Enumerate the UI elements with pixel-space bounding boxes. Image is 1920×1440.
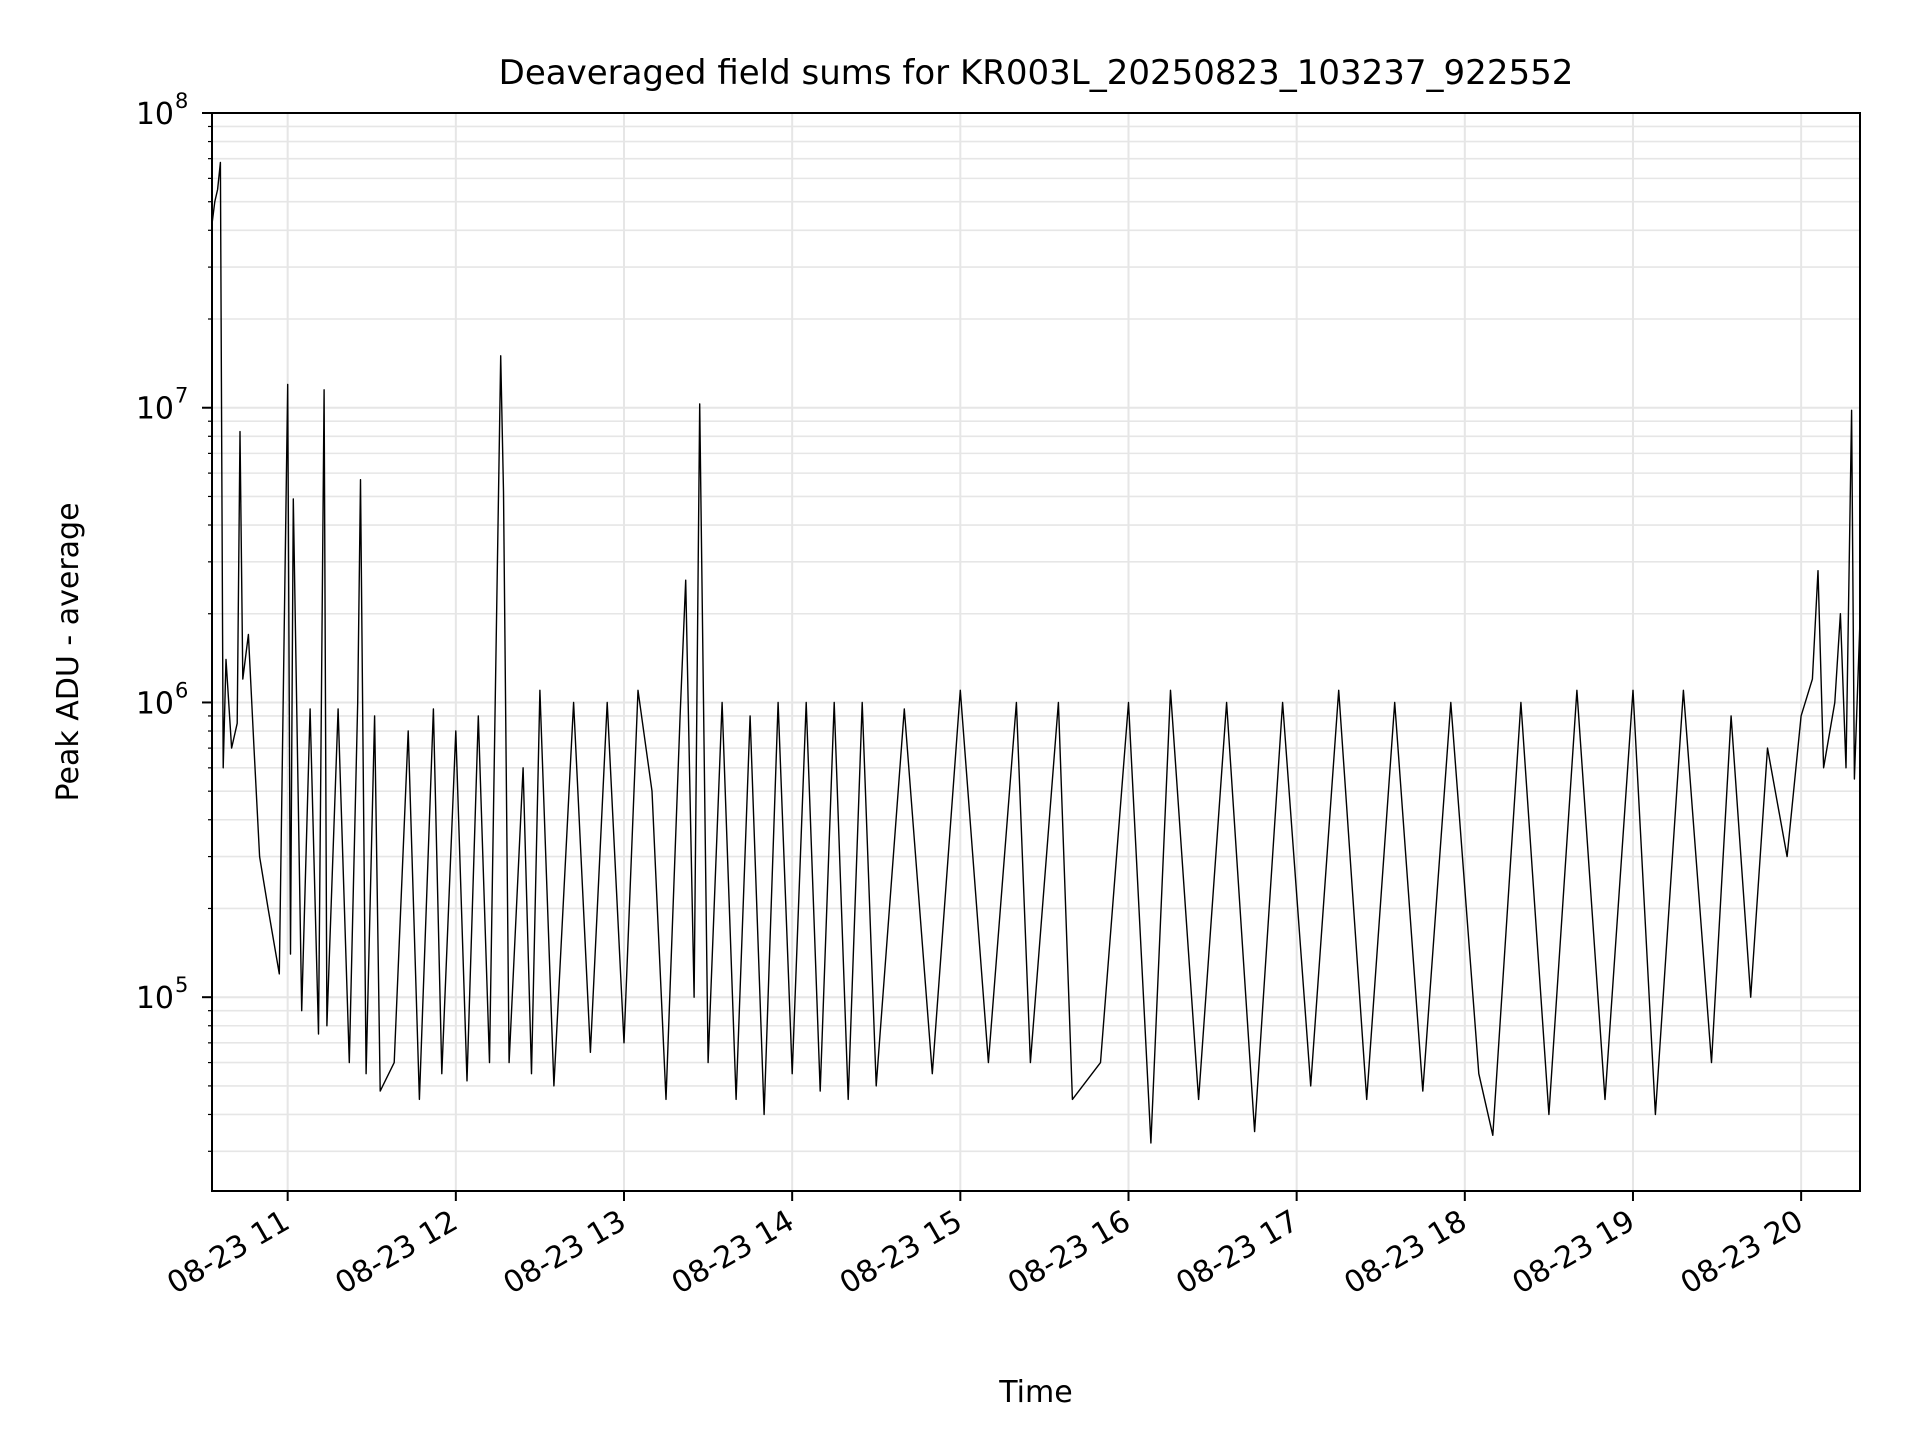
- y-tick-label: 10: [136, 981, 174, 1016]
- y-tick-label: 10: [136, 686, 174, 721]
- axes-frame: [211, 112, 1861, 1192]
- y-axis-label: Peak ADU - average: [51, 502, 86, 801]
- plot-area: [211, 161, 1861, 1144]
- y-tick-label: 10: [136, 392, 174, 427]
- y-tick-label-exponent: 7: [175, 384, 188, 408]
- chart-title: Deaveraged field sums for KR003L_2025082…: [499, 53, 1574, 93]
- y-tick-label-exponent: 8: [175, 89, 188, 113]
- x-axis-label: Time: [998, 1375, 1072, 1410]
- y-tick-label: 10: [136, 97, 174, 132]
- series-line: [211, 161, 1861, 1144]
- y-tick-label-exponent: 5: [175, 973, 188, 997]
- y-tick-label-exponent: 6: [175, 678, 188, 702]
